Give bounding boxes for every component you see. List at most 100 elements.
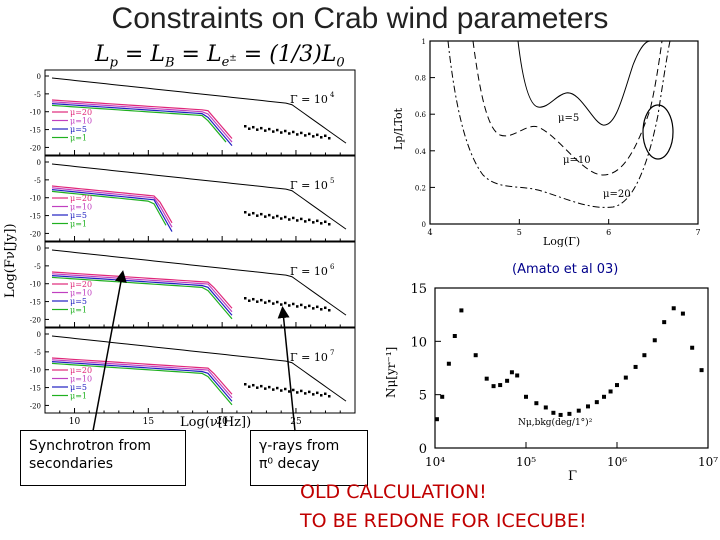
sed-legend-label: μ=5 [70,125,87,134]
sed-frame [44,69,356,156]
arrow-synchrotron [92,270,127,432]
muon-data-point [484,376,489,381]
muon-data-point [567,411,572,416]
label-mu10: μ=10 [563,155,591,166]
muon-data-point [505,378,510,383]
label-mu5: μ=5 [558,113,579,124]
sed-data-point [308,390,311,394]
sed-ytick-label: -15 [30,127,41,135]
sed-data-point [328,309,331,312]
muon-data-point [446,361,451,366]
sed-data-point [312,135,315,138]
sed-ytick-label: -15 [30,299,41,307]
muon-xlabel: Γ [568,469,577,484]
sed-legend-label: μ=1 [70,392,87,401]
sed-data-point [300,217,303,221]
sed-data-point [320,136,323,139]
arrow-gamma [277,306,296,432]
sed-data-point [248,299,251,302]
sed-legend-label: μ=10 [70,375,92,384]
sed-xtick-label: 15 [143,417,155,427]
sed-ytick-label: -10 [30,281,41,289]
muon-data-point [615,383,619,388]
sed-data-point [308,304,311,308]
sed-data-point [256,386,259,389]
sed-data-point [244,297,247,300]
sed-synchrotron-curve [51,276,233,320]
sed-data-point [264,215,267,218]
sed-data-point [272,388,275,391]
efficiency-ytick-label: 0.6 [415,111,427,119]
sed-xtick-label: 25 [290,417,302,427]
sed-data-point [320,394,323,397]
sed-synchrotron-curve [51,104,227,143]
gamma-line1: γ-rays from [259,438,340,454]
sed-frame [44,327,356,414]
sed-data-point [288,132,291,135]
muon-data-point [699,368,704,373]
muon-data-point [608,389,613,394]
sed-ytick-label: -5 [34,177,41,185]
muon-ytick-label: 10 [410,335,427,350]
sed-data-point [264,129,267,132]
sed-synchrotron-curve [51,357,233,395]
gamma-line2: π⁰ decay [259,456,320,472]
sed-data-point [264,387,267,390]
muon-xtick-label: 10⁴ [425,455,445,469]
sed-data-point [268,385,271,389]
sed-data-point [296,305,299,308]
sed-data-point [300,389,303,393]
sed-gamma-exponent: 5 [330,177,334,185]
sed-total-curve [51,163,347,230]
muon-data-point [576,408,581,413]
sed-panels: 0-5-10-15-20μ=20μ=10μ=5μ=1Γ = 10 40-5-10-… [3,69,356,430]
sed-data-point [276,128,279,132]
sed-data-point [284,301,287,305]
sed-synchrotron-curve [51,187,173,228]
sed-data-point [268,213,271,217]
sed-data-point [248,127,251,130]
sed-total-curve [51,249,347,316]
sed-ytick-label: -10 [30,109,41,117]
sed-legend-label: μ=1 [70,134,87,143]
sed-legend-label: μ=20 [70,366,92,375]
sed-data-point [276,214,279,218]
curve-mu5 [517,40,651,126]
sed-data-point [280,131,283,134]
sed-legend-label: μ=20 [70,280,92,289]
sed-legend-label: μ=20 [70,194,92,203]
sed-data-point [328,223,331,226]
sed-data-point [280,217,283,220]
sed-data-point [320,222,323,225]
sed-legend-label: μ=1 [70,306,87,315]
muon-data-point [662,320,667,325]
muon-ytick-label: 0 [419,442,427,457]
sed-ylabel: Log(Fν[Jy]) [3,223,18,298]
sed-ytick-label: -20 [30,230,41,238]
muon-data-point [440,394,445,399]
sed-legend-label: μ=5 [70,297,87,306]
sed-ytick-label: -15 [30,213,41,221]
sed-data-point [284,129,287,133]
sed-legend-label: μ=5 [70,211,87,220]
muon-frame [434,287,709,449]
sed-data-point [292,302,295,306]
sed-xtick-label: 20 [216,417,228,427]
synchrotron-line2: secondaries [29,456,114,472]
sed-data-point [252,297,255,301]
slide-title: Constraints on Crab wind parameters [111,2,609,35]
sed-legend-label: μ=10 [70,203,92,212]
sed-gamma-exponent: 4 [330,91,335,99]
sed-synchrotron-curve [51,271,233,309]
muon-xtick-label: 10⁷ [698,455,718,469]
sed-data-point [272,130,275,133]
redo-note: TO BE REDONE FOR ICECUBE! [300,510,587,532]
sed-gamma-label: Γ = 10 [290,351,328,364]
efficiency-xtick-label: 5 [517,228,522,237]
sed-ytick-label: 0 [37,73,41,81]
sed-data-point [312,221,315,224]
sed-data-point [256,300,259,303]
sed-data-point [324,392,327,396]
sed-data-point [320,308,323,311]
